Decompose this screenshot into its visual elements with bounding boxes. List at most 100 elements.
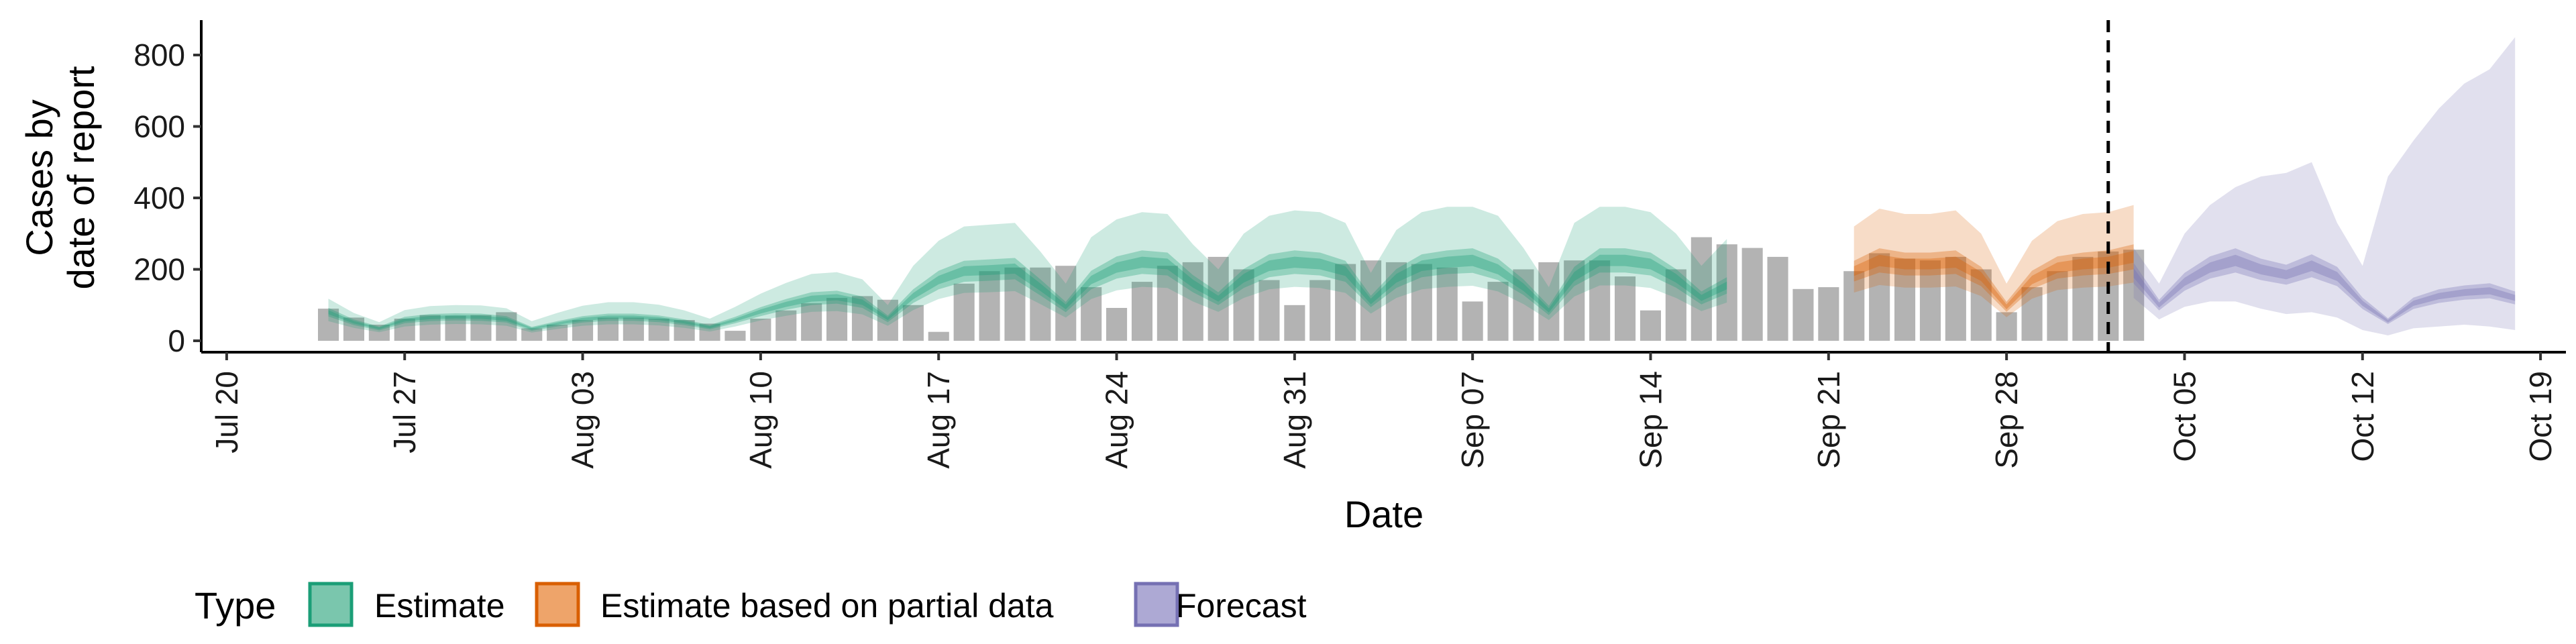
reported-cases-bar [979,271,1000,341]
partial-ribbon-20 [1854,251,2134,309]
reported-cases-bar [547,325,568,341]
reported-cases-bar [877,299,898,341]
reported-cases-bar [1106,308,1128,341]
x-tick-label: Aug 31 [1277,371,1312,469]
reported-cases-bar [572,320,594,341]
x-tick-label: Oct 05 [2167,371,2202,462]
reported-cases-bar [1513,269,1534,341]
reported-cases-bar [1869,253,1890,341]
reported-cases-bar [1436,267,1458,341]
reported-cases-bar [419,315,441,341]
legend-label-partial: Estimate based on partial data [600,587,1054,625]
x-tick-label: Aug 03 [566,371,600,469]
y-axis-title-line-1: Cases by [18,99,60,256]
reported-cases-bar [2021,287,2043,341]
reported-cases-bar [1131,282,1152,341]
reported-cases-bar [750,319,771,341]
reported-cases-bar [394,319,415,341]
y-tick-label: 800 [133,38,185,72]
partial-ribbon-50 [1854,244,2134,312]
reported-cases-bar [1385,262,1407,341]
reported-cases-bar [1284,305,1305,341]
reported-cases-bar [1335,264,1356,341]
reported-cases-bar [699,323,720,341]
reported-cases-bar [1792,288,1814,341]
x-tick-label: Oct 12 [2345,371,2380,462]
reported-cases-bar [445,315,466,341]
reported-cases-bar [1919,260,1941,341]
reported-cases-bar [928,331,949,341]
estimate-ribbons [328,37,2516,336]
reported-cases-bar [1208,256,1229,341]
reported-cases-bar [1640,310,1661,341]
reported-cases-bar [1055,266,1077,341]
reported-cases-bar [1360,260,1382,341]
reported-cases-bar [623,317,644,341]
x-tick-label: Aug 24 [1099,371,1134,469]
y-tick-label: 400 [133,180,185,215]
reported-cases-bar [1996,312,2017,341]
reported-cases-bar [597,317,619,341]
x-axis-title: Date [1344,493,1424,535]
legend-label-forecast: Forecast [1176,587,1307,625]
x-tick-label: Oct 19 [2523,371,2558,462]
x-tick-label: Aug 10 [743,371,778,469]
reported-cases-bar [1487,282,1509,341]
legend-swatch-estimate [308,582,354,627]
reported-cases-bar [1843,271,1865,341]
reported-cases-bar [1716,244,1737,341]
reported-cases-bar [1665,269,1686,341]
reported-cases-bar [1538,262,1560,341]
reported-cases-bar [1690,237,1712,341]
partial-ribbon-90 [1854,205,2134,317]
legend-swatch-partial [535,582,580,627]
y-tick-label: 600 [133,109,185,144]
reported-cases-bar [1081,287,1102,341]
reported-cases-bar [724,331,746,341]
reported-cases-bar [1258,280,1280,341]
reported-cases-bar [1030,267,1051,341]
estimate-ribbon-90 [328,207,1727,333]
forecast-ribbon-50 [2133,248,2516,324]
reported-cases-bar [1970,269,1992,341]
reported-cases-bar [902,305,924,341]
reported-cases-bar [953,283,975,341]
reported-cases-bar [1818,287,1839,341]
reported-cases-bar [1741,248,1763,341]
y-tick-label: 200 [133,252,185,287]
reported-cases-bar [1894,258,1916,341]
x-tick-label: Jul 20 [209,371,244,453]
legend-title: Type [195,584,276,627]
y-axis-ticks: 0 200 400 600 800 [133,38,201,358]
reported-cases-bars [318,237,2145,341]
reported-cases-bar [1589,260,1611,341]
x-axis-ticks: Jul 20 Jul 27 Aug 03 Aug 10 Aug 17 Aug 24 Aug … [209,352,2558,469]
reported-cases-bar [1157,266,1178,341]
reported-cases-bar [2072,256,2094,341]
x-tick-label: Sep 14 [1633,371,1668,469]
reported-cases-bar [826,298,848,341]
forecast-ribbon-90 [2133,37,2516,336]
reported-cases-bar [318,309,339,341]
reported-cases-bar [1309,280,1331,341]
forecast-ribbon-20 [2133,254,2516,323]
reported-cases-bar [1945,256,1966,341]
reported-cases-bar [1004,267,1026,341]
reported-cases-bar [2123,250,2145,341]
reported-cases-bar [648,319,669,341]
reported-cases-bar [1615,276,1636,341]
x-tick-label: Jul 27 [387,371,422,453]
reported-cases-bar [1462,301,1483,341]
y-tick-label: 0 [168,323,185,358]
reported-cases-bar [1411,264,1432,341]
reported-cases-bar [1564,260,1585,341]
legend-swatch-forecast [1134,582,1179,627]
x-tick-label: Sep 28 [1989,371,2024,469]
reported-cases-bar [1767,256,1788,341]
reported-cases-bar [343,317,364,341]
reported-cases-bar [496,312,517,341]
x-tick-label: Sep 07 [1455,371,1490,469]
x-tick-label: Sep 21 [1811,371,1846,469]
reported-cases-bar [801,303,822,341]
